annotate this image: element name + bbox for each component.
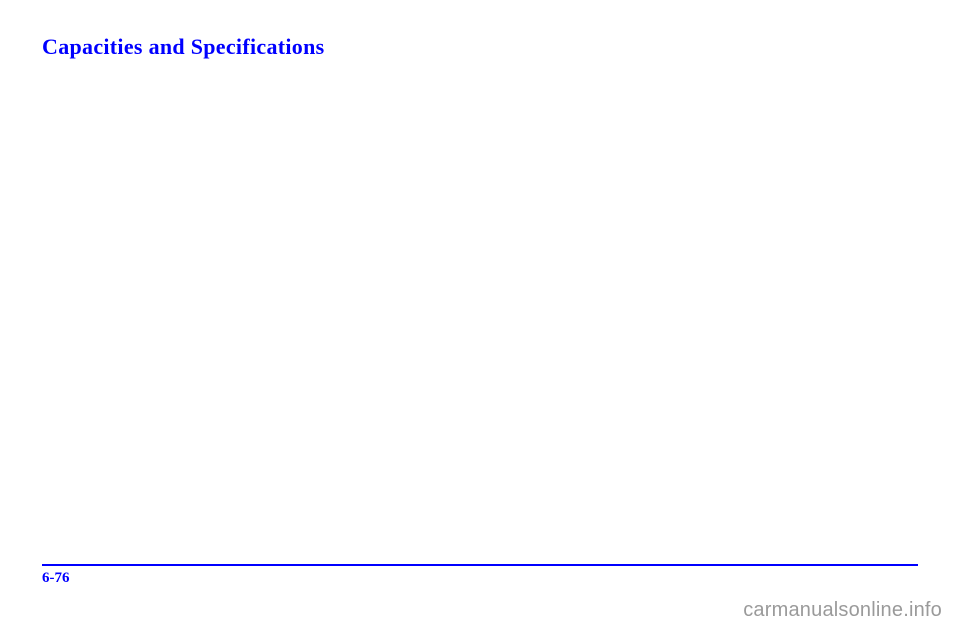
footer-rule	[42, 564, 918, 566]
page-number: 6-76	[42, 570, 918, 587]
page-footer: 6-76	[42, 564, 918, 582]
watermark-text: carmanualsonline.info	[743, 599, 942, 622]
section-heading: Capacities and Specifications	[42, 34, 918, 60]
manual-page: Capacities and Specifications 6-76	[0, 0, 960, 640]
